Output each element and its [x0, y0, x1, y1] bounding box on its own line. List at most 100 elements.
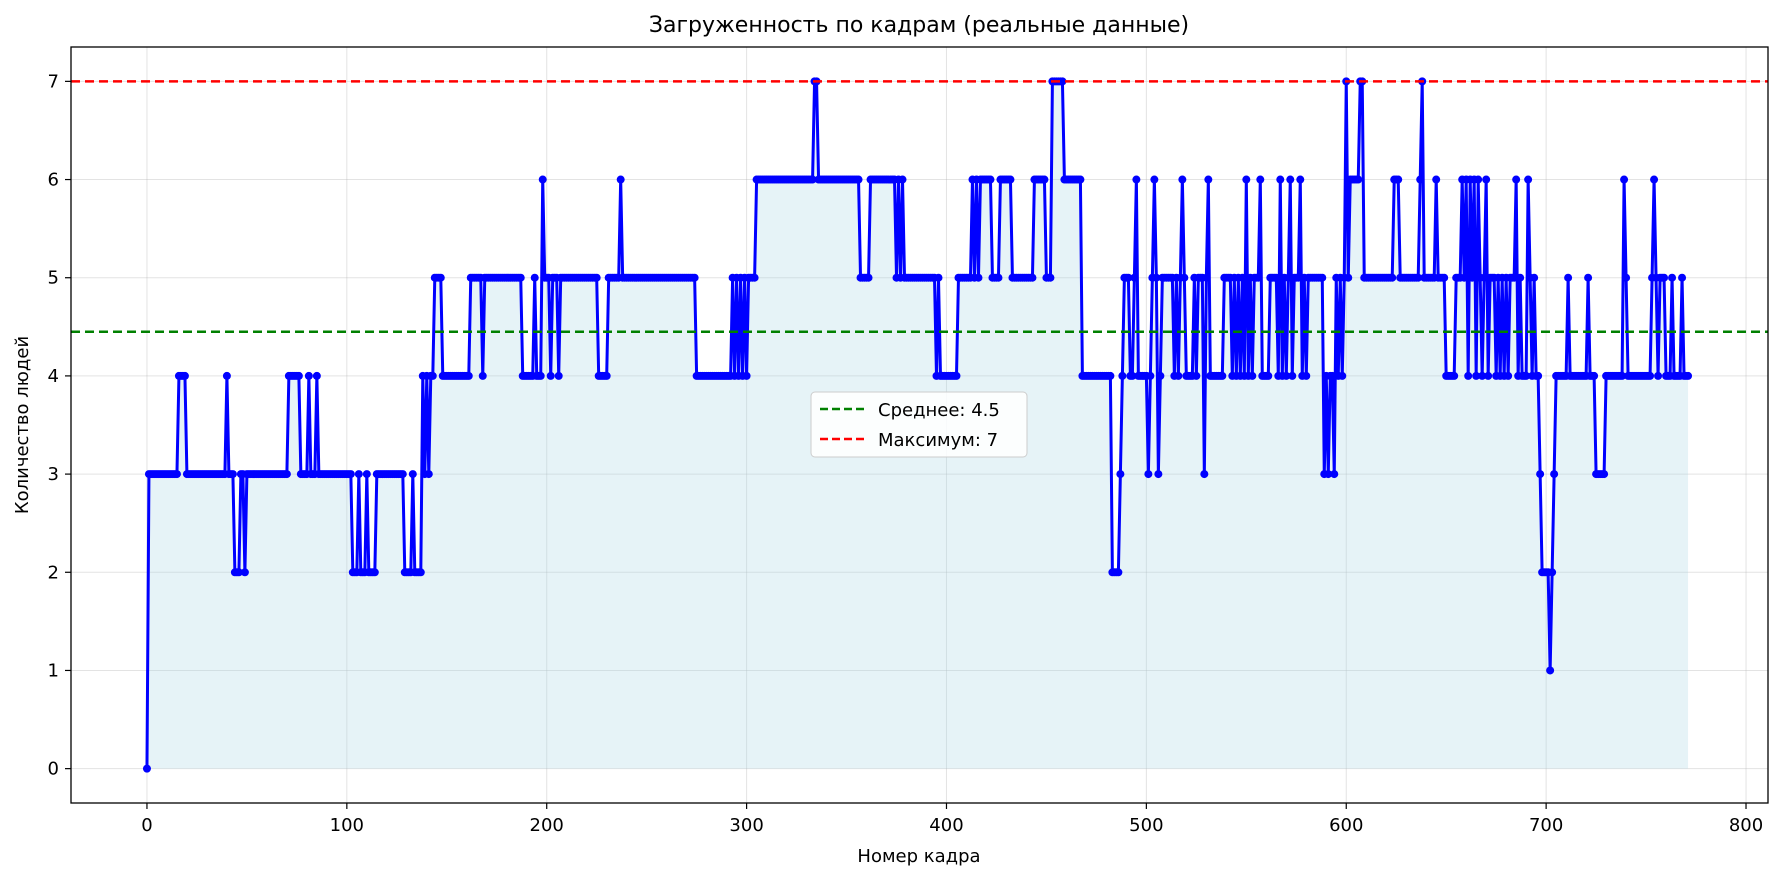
y-tick-label: 0: [48, 759, 59, 780]
data-point: [1264, 371, 1273, 380]
data-point: [1046, 273, 1055, 282]
x-tick-label: 400: [929, 815, 963, 836]
plot-frame: [70, 46, 1769, 804]
data-point: [1474, 175, 1483, 184]
data-point: [1440, 273, 1449, 282]
data-point: [1284, 273, 1293, 282]
data-point: [1432, 175, 1441, 184]
x-ticks: 0 100 200 300 400 500 600 700 800: [141, 803, 1763, 836]
data-point: [1248, 371, 1257, 380]
data-point: [864, 273, 873, 282]
data-point: [464, 371, 473, 380]
y-tick-label: 1: [48, 660, 59, 681]
data-point: [1254, 273, 1263, 282]
data-point: [1296, 175, 1305, 184]
x-tick-label: 600: [1329, 815, 1363, 836]
data-point: [1330, 470, 1339, 479]
data-point: [1132, 175, 1141, 184]
data-point: [1516, 273, 1525, 282]
data-point: [974, 273, 983, 282]
data-point: [1180, 273, 1189, 282]
data-point: [1668, 273, 1677, 282]
data-point: [1130, 273, 1139, 282]
x-tick-label: 500: [1129, 815, 1163, 836]
data-point: [1276, 175, 1285, 184]
x-tick-label: 700: [1529, 815, 1563, 836]
data-points: [142, 77, 1693, 773]
data-point: [1124, 273, 1133, 282]
data-point: [1678, 273, 1687, 282]
data-point: [1328, 371, 1337, 380]
data-point: [1156, 371, 1165, 380]
data-point: [1040, 175, 1049, 184]
data-point: [282, 470, 291, 479]
data-point: [1028, 273, 1037, 282]
data-point: [1510, 273, 1519, 282]
data-point: [616, 175, 625, 184]
data-point: [1256, 175, 1265, 184]
x-tick-label: 200: [530, 815, 564, 836]
data-point: [986, 175, 995, 184]
x-axis-label: Номер кадра: [857, 846, 980, 867]
data-point: [180, 371, 189, 380]
data-point: [1484, 371, 1493, 380]
data-point: [1478, 371, 1487, 380]
data-point: [1416, 175, 1425, 184]
data-point: [1238, 273, 1247, 282]
data-point: [1114, 568, 1123, 577]
data-point: [750, 273, 759, 282]
data-point: [1154, 470, 1163, 479]
data-point: [1564, 273, 1573, 282]
data-point: [478, 371, 487, 380]
data-point: [602, 371, 611, 380]
data-point: [530, 273, 539, 282]
data-point: [1116, 470, 1125, 479]
data-point: [1546, 666, 1555, 675]
data-point: [1146, 371, 1155, 380]
data-point: [516, 273, 525, 282]
legend: Среднее: 4.5 Максимум: 7: [810, 391, 1028, 458]
data-point: [1152, 273, 1161, 282]
data-point: [1272, 273, 1281, 282]
data-point: [416, 568, 425, 577]
data-point: [1650, 175, 1659, 184]
data-point: [1076, 175, 1085, 184]
y-tick-label: 2: [48, 562, 59, 583]
data-point: [1204, 175, 1213, 184]
data-point: [538, 175, 547, 184]
data-point: [1660, 273, 1669, 282]
data-point: [1354, 175, 1363, 184]
x-tick-label: 300: [729, 815, 763, 836]
data-point: [1144, 470, 1153, 479]
data-point: [172, 470, 181, 479]
data-point: [408, 470, 417, 479]
y-tick-label: 5: [48, 268, 59, 289]
data-point: [1450, 371, 1459, 380]
data-point: [354, 470, 363, 479]
data-point: [1620, 175, 1629, 184]
data-point: [546, 371, 555, 380]
data-point: [952, 371, 961, 380]
data-point: [1324, 470, 1333, 479]
data-point: [240, 568, 249, 577]
data-point: [1414, 273, 1423, 282]
data-point: [1460, 273, 1469, 282]
data-point: [1684, 371, 1693, 380]
data-point: [424, 470, 433, 479]
data-point: [228, 470, 237, 479]
data-point: [1468, 273, 1477, 282]
y-axis-label: Количество людей: [12, 336, 33, 514]
data-point: [1178, 175, 1187, 184]
data-point: [1242, 175, 1251, 184]
data-point: [1618, 371, 1627, 380]
data-point: [346, 470, 355, 479]
y-tick-label: 7: [48, 71, 59, 92]
data-point: [536, 371, 545, 380]
x-tick-label: 100: [330, 815, 364, 836]
data-point: [1128, 371, 1137, 380]
data-point: [234, 568, 243, 577]
data-point: [1344, 273, 1353, 282]
data-point: [1550, 470, 1559, 479]
x-tick-label: 800: [1729, 815, 1763, 836]
data-point: [1118, 371, 1127, 380]
